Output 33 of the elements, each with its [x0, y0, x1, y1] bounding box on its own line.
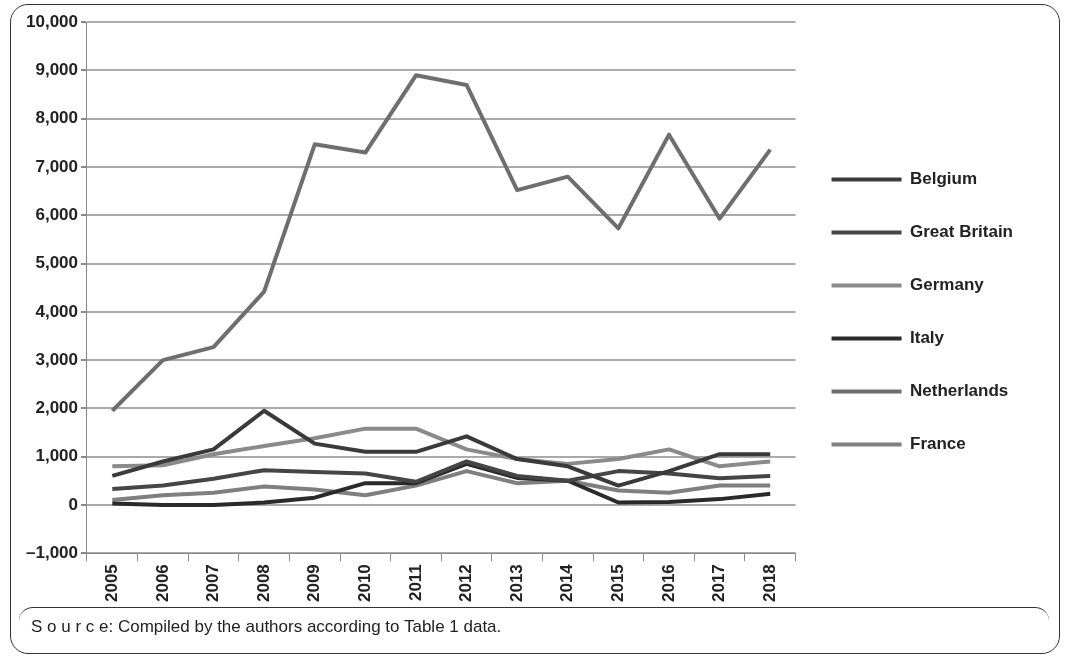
y-tick-label: 8,000 [35, 108, 78, 128]
y-tick-label: 4,000 [35, 301, 78, 321]
x-tick-label: 2012 [456, 564, 476, 603]
y-tick-label: 2,000 [35, 398, 78, 418]
x-tick-label: 2015 [608, 564, 628, 603]
legend-label: Germany [910, 275, 985, 295]
y-tick-label: 6,000 [35, 204, 78, 224]
y-tick-label: 5,000 [35, 253, 78, 273]
y-tick-label: 10,000 [26, 11, 78, 31]
legend-label: Great Britain [910, 222, 1014, 242]
x-tick-label: 2005 [101, 564, 121, 603]
y-tick-label: 0 [68, 494, 78, 514]
x-tick-label: 2007 [203, 564, 223, 603]
legend-label: Belgium [910, 169, 978, 189]
x-tick-label: 2013 [506, 564, 526, 603]
text: S o u r c e: Compiled by the authors according to Table 1 data. [31, 617, 502, 636]
y-tick-label: –1,000 [26, 542, 78, 562]
x-tick-label: 2017 [709, 564, 729, 603]
legend-label: Italy [910, 328, 945, 348]
x-tick-label: 2008 [253, 564, 273, 603]
y-tick-label: 9,000 [35, 60, 78, 80]
x-tick-label: 2016 [658, 564, 678, 603]
x-tick-label: 2006 [152, 564, 172, 603]
y-tick-label: 3,000 [35, 349, 78, 369]
x-tick-label: 2018 [759, 564, 779, 603]
legend-label: Netherlands [910, 381, 1009, 401]
y-tick-label: 1,000 [35, 446, 78, 466]
x-tick-label: 2011 [405, 564, 425, 602]
x-tick-label: 2009 [304, 564, 324, 603]
legend-label: France [910, 434, 966, 454]
x-tick-label: 2014 [557, 563, 577, 603]
y-tick-label: 7,000 [35, 156, 78, 176]
x-tick-label: 2010 [355, 564, 375, 603]
